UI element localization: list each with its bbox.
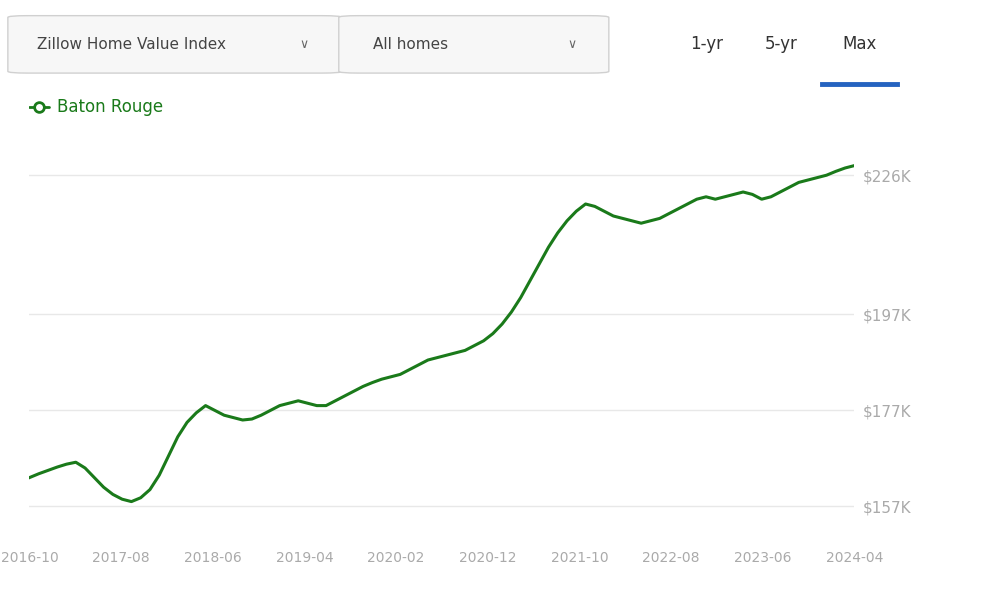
FancyBboxPatch shape	[339, 16, 609, 73]
Text: ∨: ∨	[300, 38, 309, 51]
Text: Max: Max	[842, 35, 877, 53]
Text: ∨: ∨	[567, 38, 576, 51]
FancyBboxPatch shape	[8, 16, 342, 73]
Text: 1-yr: 1-yr	[690, 35, 724, 53]
Text: Zillow Home Value Index: Zillow Home Value Index	[37, 37, 226, 52]
Text: All homes: All homes	[373, 37, 449, 52]
Text: 5-yr: 5-yr	[764, 35, 797, 53]
Text: Baton Rouge: Baton Rouge	[57, 98, 163, 116]
